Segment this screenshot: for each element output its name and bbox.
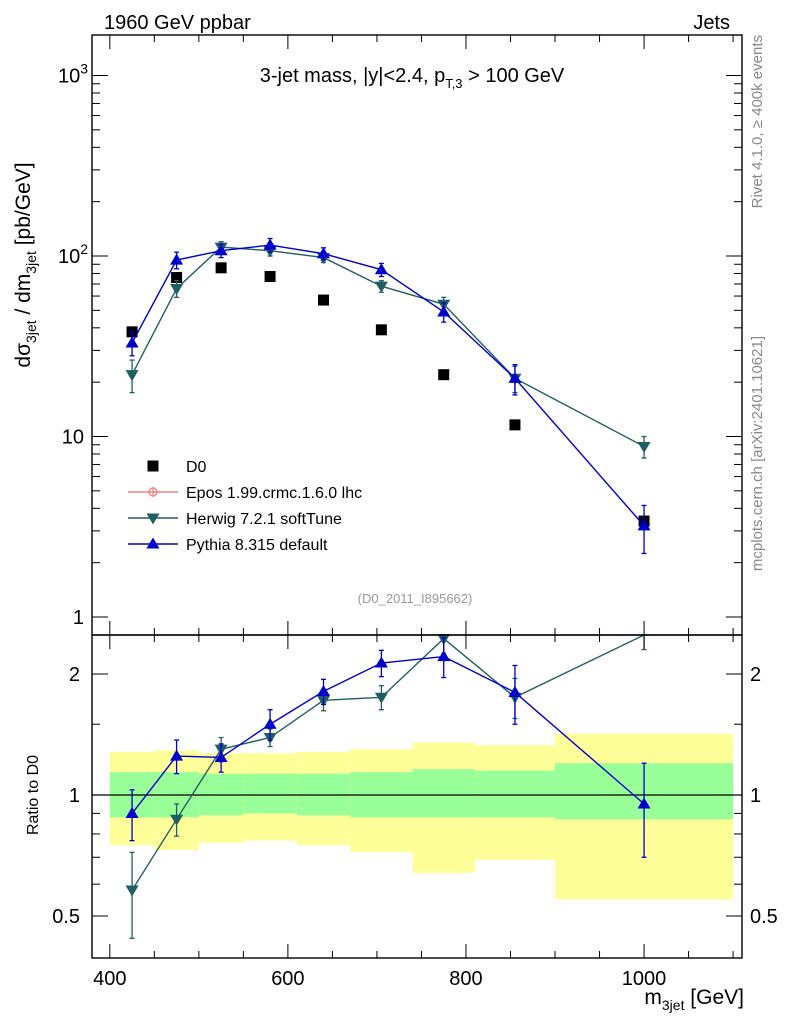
ratio-point-herwig-7-2-1-softtune-0 — [125, 885, 139, 897]
main-ytick-label-1: 1 — [73, 607, 84, 629]
x-tick-label-600: 600 — [271, 968, 304, 990]
main-series-layer — [125, 237, 651, 555]
stat-band-6 — [412, 769, 475, 818]
main-point-d0-6 — [438, 369, 450, 381]
ratio-point-pythia-8-315-default-3 — [263, 717, 277, 729]
ratio-point-pythia-8-315-default-0 — [125, 806, 139, 818]
legend-marker-pythia-8-315-default — [146, 537, 160, 549]
main-point-herwig-7-2-1-softtune-5 — [374, 281, 388, 293]
x-tick-label-1000: 1000 — [622, 968, 667, 990]
main-point-d0-4 — [318, 294, 330, 306]
main-ytick-label-10: 10 — [62, 427, 84, 449]
ratio-ytick-label-right-1: 1 — [750, 785, 761, 807]
main-point-herwig-7-2-1-softtune-8 — [637, 441, 651, 454]
legend-label-epos-1-99-crmc-1-6-0-lhc: Epos 1.99.crmc.1.6.0 lhc — [186, 485, 362, 502]
ratio-ylabel: Ratio to D0 — [25, 755, 42, 835]
x-tick-label-400: 400 — [93, 968, 126, 990]
analysis-id: (D0_2011_I895662) — [358, 591, 473, 606]
main-point-pythia-8-315-default-2 — [214, 244, 228, 256]
axes-frames — [91, 34, 743, 959]
side-rivet: Rivet 4.1.0, ≥ 400k events — [749, 35, 766, 208]
main-line-pythia-8-315-default — [131, 244, 645, 527]
main-point-pythia-8-315-default-4 — [317, 247, 331, 259]
ratio-point-pythia-8-315-default-5 — [374, 656, 388, 668]
ratio-uncertainty-bands — [109, 733, 734, 900]
main-point-pythia-8-315-default-8 — [637, 519, 651, 531]
main-point-pythia-8-315-default-1 — [170, 253, 184, 265]
main-ytick-label-100: 102 — [58, 241, 88, 268]
chart-title: 3-jet mass, |y|<2.4, pT,3 > 100 GeV — [260, 65, 565, 91]
legend-label-pythia-8-315-default: Pythia 8.315 default — [186, 537, 328, 554]
ratio-ytick-label-right-0.5: 0.5 — [750, 906, 778, 928]
stat-band-3 — [243, 773, 297, 814]
main-point-d0-1 — [171, 272, 183, 284]
ratio-point-pythia-8-315-default-2 — [214, 750, 228, 762]
side-mcplots: mcplots.cern.ch [arXiv:2401.10621] — [749, 336, 766, 571]
legend-marker-epos-1-99-crmc-1-6-0-lhc — [148, 487, 158, 497]
ratio-ytick-label-right-2: 2 — [750, 664, 761, 686]
ratio-ytick-label-left-1: 1 — [69, 785, 80, 807]
legend-label-d0: D0 — [186, 459, 207, 476]
main-point-d0-3 — [264, 270, 276, 282]
ratio-point-pythia-8-315-default-6 — [437, 650, 451, 662]
xlabel: m3jet [GeV] — [644, 986, 744, 1013]
legend-label-herwig-7-2-1-softtune: Herwig 7.2.1 softTune — [186, 511, 342, 528]
main-point-pythia-8-315-default-6 — [437, 305, 451, 317]
main-point-d0-5 — [375, 324, 387, 336]
legend-marker-herwig-7-2-1-softtune — [146, 513, 160, 525]
x-tick-label-800: 800 — [449, 968, 482, 990]
ratio-series-layer — [125, 634, 651, 939]
main-point-d0-2 — [215, 262, 227, 274]
main-point-herwig-7-2-1-softtune-1 — [170, 284, 184, 296]
main-point-pythia-8-315-default-0 — [125, 336, 139, 348]
main-point-d0-7 — [509, 419, 521, 431]
legend: D0 Epos 1.99.crmc.1.6.0 lhc Herwig 7.2.1 s… — [128, 459, 362, 554]
main-point-pythia-8-315-default-5 — [374, 263, 388, 275]
ratio-ytick-label-left-2: 2 — [69, 664, 80, 686]
main-point-pythia-8-315-default-3 — [263, 238, 277, 250]
header-right: Jets — [693, 12, 730, 34]
main-point-pythia-8-315-default-7 — [508, 371, 522, 383]
main-line-herwig-7-2-1-softtune — [131, 246, 645, 448]
header-left: 1960 GeV ppbar — [104, 12, 251, 34]
ratio-frame — [91, 634, 743, 959]
ratio-point-herwig-7-2-1-softtune-5 — [374, 692, 388, 704]
main-ylabel: dσ3jet / dm3jet [pb/GeV] — [12, 162, 39, 367]
main-point-herwig-7-2-1-softtune-0 — [125, 370, 139, 382]
ratio-point-pythia-8-315-default-1 — [170, 749, 184, 761]
ratio-point-pythia-8-315-default-7 — [508, 685, 522, 697]
ratio-ytick-label-left-0.5: 0.5 — [52, 906, 80, 928]
axis-ticks: 400 600 800 1000 1 10 102 103 0.5 0.5 1 1 2 2 — [52, 35, 778, 990]
stat-band-7 — [474, 770, 556, 818]
legend-marker-d0 — [147, 460, 159, 472]
ratio-point-pythia-8-315-default-4 — [317, 684, 331, 696]
ratio-point-herwig-7-2-1-softtune-1 — [170, 814, 184, 826]
ratio-point-pythia-8-315-default-8 — [637, 797, 651, 809]
main-ytick-label-1000: 103 — [58, 61, 88, 88]
